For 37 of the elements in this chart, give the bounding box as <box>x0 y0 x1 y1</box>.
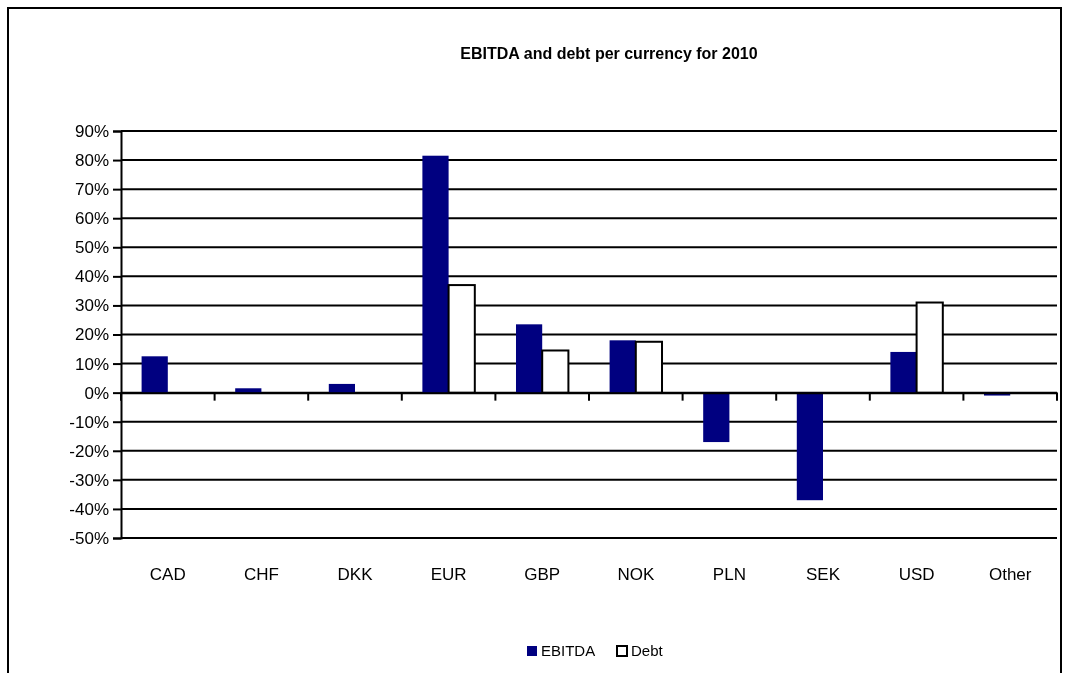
bar <box>328 383 355 393</box>
x-tick-label: DKK <box>337 565 374 585</box>
y-tick-label: 90% <box>74 121 109 141</box>
y-tick-label: -30% <box>69 470 109 490</box>
y-tick-label: -40% <box>69 499 109 519</box>
x-tick-label: PLN <box>712 565 746 585</box>
bar <box>422 155 449 393</box>
bar <box>609 340 636 393</box>
y-tick-label: 80% <box>74 151 109 171</box>
y-tick-label: 70% <box>74 180 109 200</box>
x-tick-label: SEK <box>805 565 841 585</box>
x-tick-label: CAD <box>149 565 186 585</box>
x-tick-label: EUR <box>430 565 467 585</box>
x-tick-label: CHF <box>243 565 279 585</box>
y-tick-label: 60% <box>74 209 109 229</box>
bar <box>890 351 917 393</box>
y-tick-label: 0% <box>84 383 109 403</box>
y-tick-label: -50% <box>69 528 109 548</box>
y-tick-label: 40% <box>74 267 109 287</box>
legend-label: Debt <box>631 642 664 659</box>
y-tick-label: 10% <box>74 354 109 374</box>
bar <box>141 356 168 393</box>
x-tick-label: NOK <box>617 565 655 585</box>
y-tick-label: 50% <box>74 238 109 258</box>
x-tick-label: USD <box>898 565 935 585</box>
bar <box>235 388 262 393</box>
chart-title: EBITDA and debt per currency for 2010 <box>460 45 758 62</box>
y-tick-label: -10% <box>69 412 109 432</box>
x-tick-label: GBP <box>524 565 561 585</box>
y-tick-label: 20% <box>74 325 109 345</box>
x-tick-label: Other <box>988 565 1032 585</box>
bar <box>796 392 823 501</box>
y-tick-label: -20% <box>69 441 109 461</box>
legend-label: EBITDA <box>541 642 596 659</box>
bar <box>703 392 730 443</box>
bar <box>515 324 543 393</box>
y-tick-label: 30% <box>74 296 109 316</box>
